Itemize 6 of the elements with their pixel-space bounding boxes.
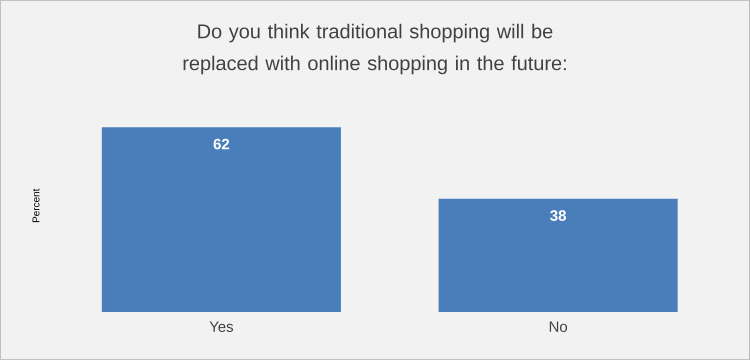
- x-tick-label: Yes: [210, 322, 234, 332]
- chart-title: Do you think traditional shopping will be replaced with online shopping in the future:: [184, 24, 566, 74]
- data-label: 38: [550, 210, 566, 221]
- y-axis-title: Percent: [32, 188, 40, 222]
- data-label: 62: [214, 138, 230, 150]
- x-tick-label: No: [550, 322, 568, 332]
